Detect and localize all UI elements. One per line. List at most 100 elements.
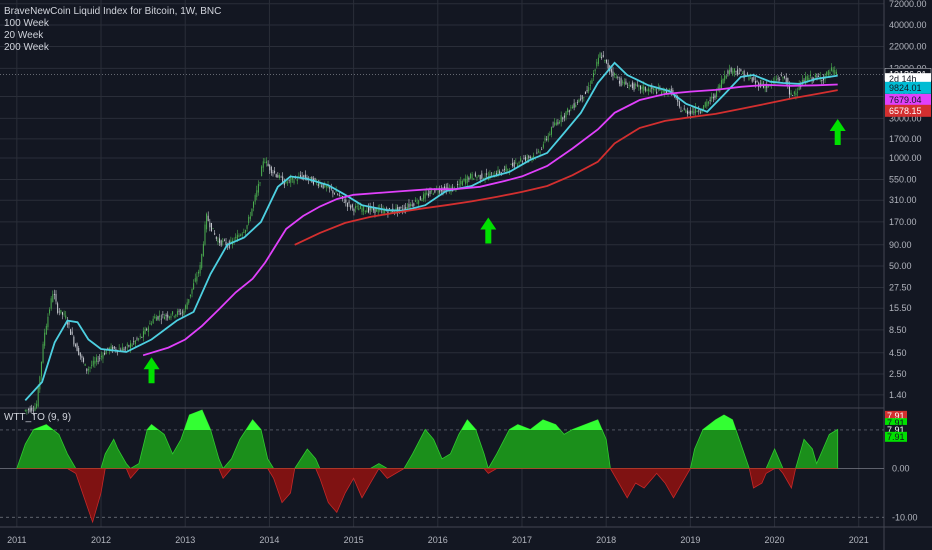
candle-body (465, 178, 467, 184)
candle-body (677, 97, 679, 102)
candle-body (669, 88, 671, 90)
candle-body (251, 208, 253, 216)
candle-body (66, 320, 68, 325)
y-tick-label: 3000.00 (889, 113, 922, 123)
candle-body (206, 213, 208, 230)
candle-body (32, 410, 34, 412)
candle-body (121, 347, 123, 352)
candle-body (479, 175, 481, 180)
candle-body (282, 176, 284, 184)
candle-body (414, 200, 416, 202)
candle-body (223, 239, 225, 241)
candle-body (599, 53, 601, 58)
candle-body (578, 99, 580, 103)
candle-body (319, 183, 321, 185)
candle-body (722, 78, 724, 84)
candle-body (699, 111, 701, 113)
candle-body (559, 121, 561, 124)
candle-body (76, 343, 78, 352)
candle-body (690, 110, 692, 115)
candle-body (547, 135, 549, 141)
candle-body (240, 234, 242, 236)
x-tick-label: 2018 (596, 535, 616, 545)
y-tick-label: 550.00 (889, 175, 917, 185)
x-tick-label: 2011 (7, 535, 26, 545)
candle-body (299, 175, 301, 177)
candle-body (329, 187, 331, 189)
candle-body (503, 168, 505, 170)
osc-badge-label: 7.91 (887, 432, 905, 442)
candle-body (60, 309, 62, 313)
candle-body (287, 182, 289, 184)
candle-body (486, 173, 488, 175)
candle-body (775, 79, 777, 81)
candle-body (641, 86, 643, 90)
candle-body (478, 175, 480, 177)
candle-body (185, 305, 187, 310)
candle-body (618, 80, 620, 84)
candle-body (151, 323, 153, 325)
candle-body (466, 176, 468, 183)
candle-body (685, 109, 687, 113)
candle-body (120, 349, 122, 351)
candle-body (797, 91, 799, 93)
candle-body (460, 180, 462, 185)
candle-body (630, 84, 632, 86)
candle-body (533, 155, 535, 158)
candle-body (413, 203, 415, 206)
candle-body (605, 59, 607, 63)
candle-body (348, 201, 350, 204)
candle-body (614, 73, 616, 76)
candle-body (89, 367, 91, 369)
candle-body (814, 74, 816, 77)
candle-body (746, 73, 748, 75)
candle-body (563, 115, 565, 118)
y-tick-label: 15.50 (889, 303, 912, 313)
candle-body (508, 170, 510, 172)
candle-body (554, 122, 556, 126)
candle-body (429, 190, 431, 194)
candle-body (735, 70, 737, 72)
candle-body (617, 77, 619, 78)
candle-body (406, 207, 408, 210)
candle-body (648, 88, 650, 91)
candle-body (178, 310, 180, 312)
candle-body (387, 211, 389, 215)
candle-body (92, 360, 94, 366)
candle-body (74, 344, 76, 347)
candle-body (716, 88, 718, 97)
y-tick-label: 90.00 (889, 240, 912, 250)
candle-body (643, 86, 645, 91)
candle-body (633, 83, 635, 90)
candle-body (265, 161, 267, 164)
candle-body (53, 294, 55, 295)
candle-body (154, 316, 156, 319)
candle-body (678, 101, 680, 107)
candle-body (416, 202, 418, 204)
candle-body (87, 369, 89, 371)
candle-body (512, 162, 514, 167)
candle-body (537, 151, 539, 153)
candle-body (434, 188, 436, 193)
osc-y-tick-label: -10.00 (892, 512, 918, 522)
candle-body (97, 360, 99, 362)
candle-body (743, 70, 745, 79)
x-tick-label: 2013 (175, 535, 195, 545)
candle-body (249, 216, 251, 219)
candle-body (202, 244, 204, 256)
candle-body (400, 207, 402, 208)
candle-body (457, 184, 459, 185)
candle-body (337, 194, 339, 196)
candle-body (84, 363, 86, 366)
candle-body (102, 354, 104, 359)
price-badge (885, 93, 931, 106)
candle-body (283, 181, 285, 186)
candle-body (725, 75, 727, 79)
candle-body (724, 75, 726, 81)
y-tick-label: 1.40 (889, 390, 907, 400)
ma-line-200-week (294, 89, 838, 246)
candle-body (597, 57, 599, 64)
candle-body (390, 209, 392, 213)
candle-body (267, 163, 269, 167)
